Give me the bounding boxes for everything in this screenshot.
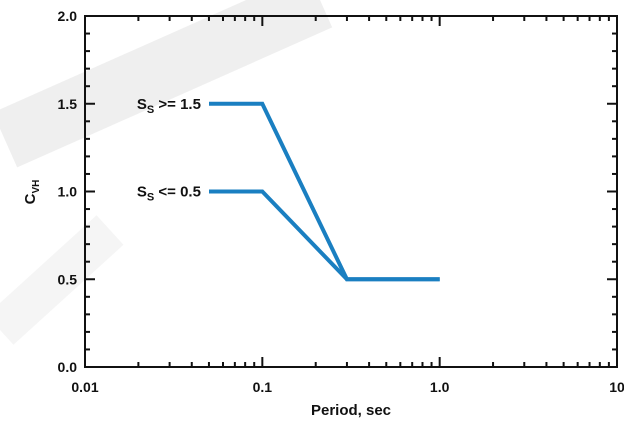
axis-ticks bbox=[84, 15, 617, 368]
x-tick-label: 0.1 bbox=[253, 379, 273, 395]
y-axis-title: CVH bbox=[22, 180, 42, 205]
series-label-1: SS >= 1.5 bbox=[137, 96, 201, 116]
y-tick-label: 1.5 bbox=[58, 96, 78, 112]
x-tick-label: 1.0 bbox=[430, 379, 450, 395]
x-tick-label: 10 bbox=[609, 379, 624, 395]
x-tick-label: 0.01 bbox=[71, 379, 98, 395]
series-line-2 bbox=[209, 189, 440, 282]
y-axis-title-sub: VH bbox=[31, 180, 42, 194]
x-tick-labels: 0.01 0.1 1.0 10 bbox=[71, 379, 624, 395]
watermark bbox=[0, 0, 333, 345]
x-axis-title: Period, sec bbox=[311, 402, 391, 419]
series-labels: SS >= 1.5 SS <= 0.5 bbox=[137, 96, 201, 204]
y-tick-label: 0.0 bbox=[58, 359, 78, 375]
y-tick-label: 0.5 bbox=[58, 271, 78, 287]
series-lines bbox=[209, 101, 440, 282]
y-axis-title-main: C bbox=[22, 193, 39, 204]
y-tick-labels: 0.0 0.5 1.0 1.5 2.0 bbox=[58, 8, 78, 375]
y-tick-label: 2.0 bbox=[58, 8, 78, 24]
y-tick-label: 1.0 bbox=[58, 184, 78, 200]
series-label-2: SS <= 0.5 bbox=[137, 184, 201, 204]
